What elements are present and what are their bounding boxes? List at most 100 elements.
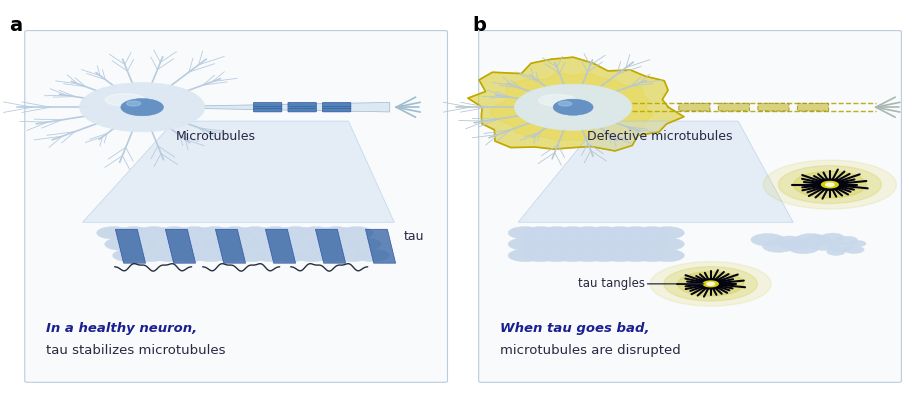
FancyBboxPatch shape — [757, 103, 789, 111]
Ellipse shape — [558, 101, 572, 106]
Ellipse shape — [105, 238, 138, 251]
Ellipse shape — [773, 236, 805, 248]
Ellipse shape — [275, 249, 308, 262]
Ellipse shape — [822, 181, 838, 188]
FancyBboxPatch shape — [25, 31, 447, 382]
Text: When tau goes bad,: When tau goes bad, — [500, 322, 649, 335]
Polygon shape — [315, 229, 346, 263]
Ellipse shape — [226, 238, 260, 251]
Ellipse shape — [267, 238, 301, 251]
Ellipse shape — [234, 249, 268, 262]
Ellipse shape — [259, 227, 293, 239]
Polygon shape — [116, 229, 146, 263]
Ellipse shape — [556, 238, 590, 251]
Ellipse shape — [821, 233, 845, 242]
Polygon shape — [518, 121, 793, 222]
Polygon shape — [165, 229, 195, 263]
Ellipse shape — [571, 249, 605, 262]
Ellipse shape — [751, 233, 785, 246]
Ellipse shape — [327, 238, 361, 251]
Ellipse shape — [113, 249, 147, 262]
Ellipse shape — [279, 227, 313, 239]
Ellipse shape — [540, 238, 573, 251]
Ellipse shape — [514, 84, 632, 130]
Ellipse shape — [336, 249, 370, 262]
Ellipse shape — [635, 238, 668, 251]
Ellipse shape — [508, 227, 542, 239]
Ellipse shape — [678, 272, 744, 296]
Ellipse shape — [508, 238, 542, 251]
Ellipse shape — [635, 227, 668, 239]
Text: In a healthy neuron,: In a healthy neuron, — [46, 322, 197, 335]
Ellipse shape — [158, 227, 191, 239]
Ellipse shape — [348, 238, 381, 251]
FancyBboxPatch shape — [679, 103, 710, 111]
Ellipse shape — [178, 227, 211, 239]
Ellipse shape — [540, 249, 573, 262]
Ellipse shape — [524, 238, 558, 251]
Ellipse shape — [540, 227, 573, 239]
Polygon shape — [468, 57, 684, 151]
Ellipse shape — [619, 238, 653, 251]
FancyBboxPatch shape — [798, 103, 829, 111]
Text: b: b — [472, 16, 486, 35]
Ellipse shape — [697, 279, 724, 289]
Ellipse shape — [214, 249, 248, 262]
Ellipse shape — [664, 267, 757, 301]
FancyBboxPatch shape — [718, 103, 749, 111]
Ellipse shape — [185, 238, 219, 251]
Polygon shape — [491, 72, 654, 141]
Ellipse shape — [508, 249, 542, 262]
Ellipse shape — [849, 241, 866, 247]
Text: tau: tau — [403, 230, 424, 243]
Ellipse shape — [827, 249, 845, 255]
Polygon shape — [365, 229, 396, 263]
Ellipse shape — [295, 249, 328, 262]
Ellipse shape — [763, 160, 897, 209]
Ellipse shape — [635, 249, 668, 262]
FancyBboxPatch shape — [288, 102, 316, 112]
Ellipse shape — [319, 227, 353, 239]
Ellipse shape — [825, 183, 834, 186]
Ellipse shape — [127, 101, 140, 106]
Polygon shape — [265, 229, 295, 263]
Ellipse shape — [603, 238, 636, 251]
Ellipse shape — [571, 238, 605, 251]
Text: Microtubules: Microtubules — [175, 131, 256, 143]
Ellipse shape — [763, 241, 794, 252]
Ellipse shape — [779, 166, 881, 204]
Ellipse shape — [703, 281, 718, 287]
Ellipse shape — [804, 236, 832, 246]
Ellipse shape — [299, 227, 333, 239]
Ellipse shape — [571, 227, 605, 239]
Ellipse shape — [707, 282, 714, 285]
Ellipse shape — [619, 227, 653, 239]
Ellipse shape — [556, 249, 590, 262]
Text: tau stabilizes microtubules: tau stabilizes microtubules — [46, 344, 226, 357]
Ellipse shape — [587, 249, 621, 262]
Ellipse shape — [827, 242, 852, 252]
Ellipse shape — [80, 83, 204, 132]
Ellipse shape — [218, 227, 252, 239]
Ellipse shape — [836, 236, 857, 244]
Ellipse shape — [206, 238, 239, 251]
Ellipse shape — [524, 249, 558, 262]
Ellipse shape — [556, 227, 590, 239]
Ellipse shape — [793, 171, 867, 198]
Ellipse shape — [651, 249, 684, 262]
Ellipse shape — [138, 227, 171, 239]
Ellipse shape — [116, 227, 150, 239]
Ellipse shape — [603, 249, 636, 262]
Ellipse shape — [247, 238, 280, 251]
Ellipse shape — [789, 243, 819, 254]
Text: microtubules are disrupted: microtubules are disrupted — [500, 344, 680, 357]
Ellipse shape — [524, 227, 558, 239]
Ellipse shape — [238, 227, 272, 239]
Ellipse shape — [198, 227, 232, 239]
Ellipse shape — [125, 238, 159, 251]
Ellipse shape — [796, 233, 826, 245]
Ellipse shape — [173, 249, 207, 262]
Ellipse shape — [96, 227, 130, 239]
Polygon shape — [215, 229, 246, 263]
Ellipse shape — [587, 238, 621, 251]
